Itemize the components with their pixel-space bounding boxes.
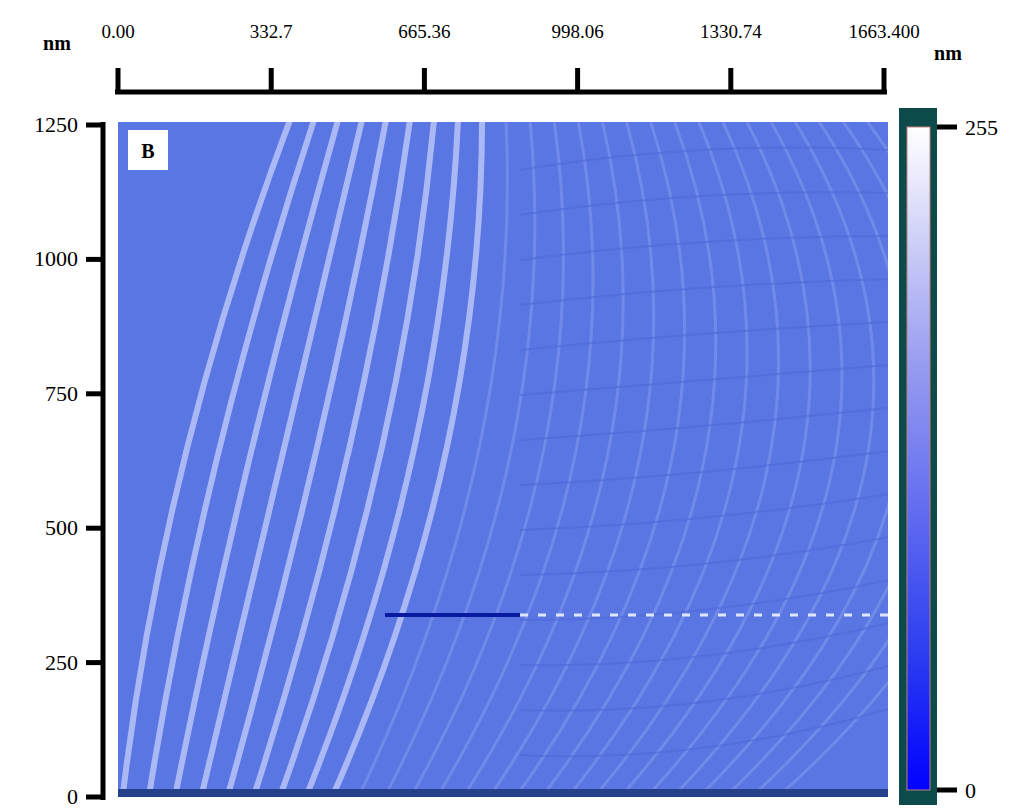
texture (520, 494, 888, 530)
x-axis-label: nm (934, 42, 962, 64)
y-tick (86, 123, 103, 128)
texture (520, 666, 888, 711)
texture (520, 322, 888, 350)
y-tick (86, 257, 103, 262)
stripe (122, 122, 290, 797)
y-tick-label: 1250 (34, 112, 78, 137)
x-tick (728, 68, 733, 92)
stripe (382, 122, 535, 797)
x-tick-label: 998.06 (551, 21, 603, 42)
image-edge (118, 789, 888, 797)
y-axis-label: nm (43, 32, 71, 54)
stripe (538, 122, 716, 797)
scan-defect (385, 613, 520, 617)
x-tick (422, 68, 427, 92)
stripe (486, 122, 654, 797)
colorbar-tick-label: 255 (965, 115, 998, 140)
stripe (330, 122, 482, 797)
texture (520, 279, 888, 305)
y-tick (86, 526, 103, 531)
colorbar (907, 127, 930, 790)
x-tick (116, 68, 121, 92)
x-tick-label: 1330.74 (700, 21, 762, 42)
texture (520, 408, 888, 440)
stripe (226, 122, 386, 797)
stripe (200, 122, 362, 797)
x-tick (575, 68, 580, 92)
y-tick-label: 750 (45, 381, 78, 406)
texture (520, 192, 888, 215)
colorbar-tick (937, 788, 957, 793)
stripe (512, 122, 685, 797)
stripe (434, 122, 593, 797)
x-tick-label: 1663.400 (848, 21, 919, 42)
stripe (668, 122, 874, 797)
figure: B 0.00 332.7 665.36 998.06 1330.74 1663.400 nm 0… (0, 0, 1025, 809)
scan-image (118, 122, 888, 797)
y-tick-label: 1000 (34, 246, 78, 271)
texture (520, 451, 888, 485)
stripe (694, 122, 888, 797)
panel-label-box (128, 130, 168, 170)
x-tick-label: 332.7 (250, 21, 293, 42)
stripe (616, 122, 810, 797)
colorbar-tick-label: 0 (965, 778, 976, 803)
y-axis-line (101, 122, 106, 800)
stripe (408, 122, 564, 797)
colorbar-tick (937, 125, 957, 130)
y-tick-label: 250 (45, 650, 78, 675)
texture (520, 580, 888, 620)
texture (520, 236, 888, 260)
y-tick (86, 795, 103, 800)
texture (520, 623, 888, 665)
texture (520, 709, 888, 756)
colorbar-frame (899, 108, 937, 805)
stripe (460, 122, 623, 797)
stripe (772, 122, 888, 797)
x-tick-label: 0.00 (101, 21, 134, 42)
texture (520, 365, 888, 395)
texture (520, 537, 888, 575)
image-ground (118, 122, 888, 797)
y-tick (86, 391, 103, 396)
x-tick (269, 68, 274, 92)
y-tick-label: 0 (67, 784, 78, 809)
stripe (252, 122, 410, 797)
texture (520, 148, 888, 171)
y-tick-label: 500 (45, 515, 78, 540)
scan-defect (520, 614, 888, 617)
stripe (564, 122, 747, 797)
x-tick-label: 665.36 (398, 21, 450, 42)
panel-label: B (141, 140, 154, 162)
stripe (304, 122, 458, 797)
y-tick (86, 660, 103, 665)
stripe (148, 122, 314, 797)
x-axis-line (115, 90, 887, 95)
x-tick (882, 68, 887, 92)
